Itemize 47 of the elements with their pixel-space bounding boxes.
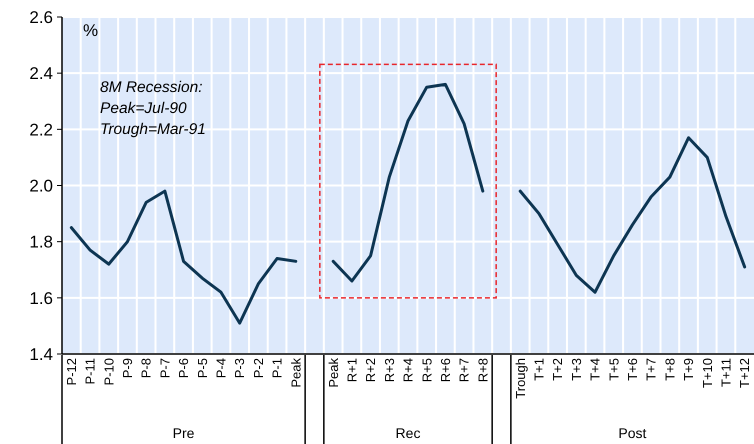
y-tick-label: 2.0	[29, 176, 53, 196]
y-tick-label: 2.2	[29, 120, 53, 140]
x-tick-label: R+3	[382, 358, 397, 382]
x-tick-label: P-12	[64, 358, 79, 386]
x-tick-label: R+6	[438, 358, 453, 382]
x-tick-label: P-7	[157, 358, 172, 378]
x-tick-label: R+7	[456, 358, 472, 382]
x-tick-label: T+1	[531, 358, 546, 381]
x-tick-label: P-5	[194, 358, 210, 378]
x-tick-label: T+11	[718, 358, 734, 388]
x-tick-label: R+8	[475, 358, 490, 382]
x-tick-label: T+6	[624, 358, 640, 381]
x-tick-label: Peak	[326, 358, 341, 388]
y-tick-label: 1.8	[29, 232, 53, 252]
x-tick-label: R+2	[363, 358, 378, 382]
x-tick-label: Peak	[288, 358, 304, 388]
x-tick-label: T+3	[568, 358, 584, 381]
x-tick-label: P-4	[214, 358, 229, 378]
y-tick-label: 2.6	[29, 8, 53, 27]
x-tick-label: T+8	[662, 358, 678, 381]
x-tick-label: R+4	[400, 358, 416, 382]
x-tick-label: R+1	[344, 358, 360, 382]
y-tick-label: 1.6	[29, 288, 53, 308]
x-tick-label: T+12	[737, 358, 752, 388]
x-tick-label: P-11	[82, 358, 98, 384]
x-tick-label: T+9	[681, 358, 696, 381]
x-tick-label: T+2	[550, 358, 566, 381]
x-tick-label: P-1	[270, 358, 285, 378]
x-tick-label: P-8	[138, 358, 154, 378]
x-tick-label: R+5	[419, 358, 434, 382]
y-tick-label: 1.4	[29, 344, 53, 364]
x-tick-label: P-3	[232, 358, 248, 378]
x-tick-label: T+4	[588, 358, 603, 381]
annotation: 8M Recession: Peak=Jul-90 Trough=Mar-91	[100, 79, 206, 138]
text: Post	[618, 425, 647, 441]
x-tick-label: P-2	[250, 358, 266, 378]
x-tick-label: T+10	[700, 358, 715, 388]
x-tick-label: P-9	[120, 358, 136, 378]
x-tick-label: P-6	[176, 358, 192, 378]
x-tick-label: P-10	[101, 358, 116, 386]
text: Pre	[172, 425, 195, 441]
x-tick-label: T+7	[644, 358, 659, 381]
y-tick-label: 2.4	[29, 64, 53, 84]
x-tick-label: T+5	[606, 358, 622, 381]
text: Rec	[396, 425, 420, 441]
x-tick-label: Trough	[512, 358, 528, 399]
y-axis-title: %	[83, 21, 98, 40]
